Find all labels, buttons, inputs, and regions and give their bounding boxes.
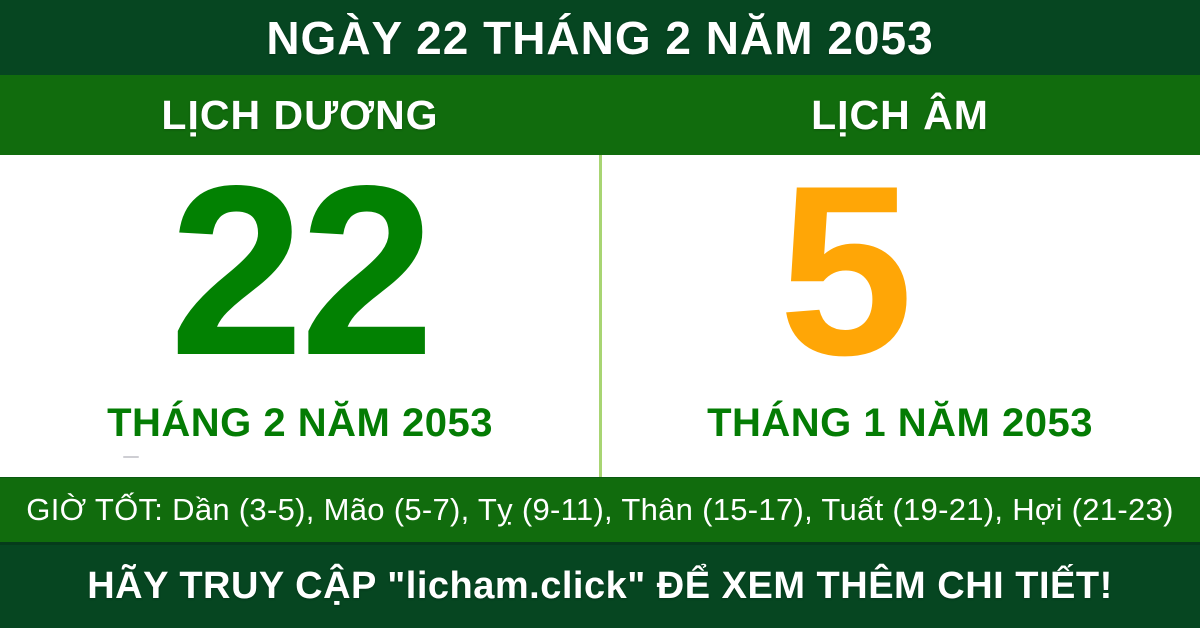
lunar-calendar-label: LỊCH ÂM (811, 91, 989, 138)
solar-calendar-label: LỊCH DƯƠNG (161, 91, 439, 138)
footer-bar: HÃY TRUY CẬP "licham.click" ĐỂ XEM THÊM … (0, 542, 1200, 628)
solar-label-cell: LỊCH DƯƠNG (0, 75, 600, 155)
lunar-panel: 5 THÁNG 1 NĂM 2053 (600, 150, 1200, 477)
calendar-type-bar: LỊCH DƯƠNG LỊCH ÂM (0, 75, 1200, 155)
solar-panel: 22 THÁNG 2 NĂM 2053 (0, 150, 600, 477)
page-title: NGÀY 22 THÁNG 2 NĂM 2053 (266, 11, 934, 64)
lunar-day-number: 5 (778, 136, 914, 406)
smudge-artifact (123, 456, 139, 458)
panel-divider (599, 155, 602, 477)
solar-month-year: THÁNG 2 NĂM 2053 (107, 401, 493, 445)
lunar-month-year: THÁNG 1 NĂM 2053 (707, 401, 1093, 445)
lunar-label-cell: LỊCH ÂM (600, 75, 1200, 155)
good-hours-text: GIỜ TỐT: Dần (3-5), Mão (5-7), Tỵ (9-11)… (26, 492, 1174, 527)
solar-day-number: 22 (169, 136, 434, 406)
header-bar: NGÀY 22 THÁNG 2 NĂM 2053 (0, 0, 1200, 75)
good-hours-bar: GIỜ TỐT: Dần (3-5), Mão (5-7), Tỵ (9-11)… (0, 477, 1200, 542)
footer-callout: HÃY TRUY CẬP "licham.click" ĐỂ XEM THÊM … (87, 565, 1113, 607)
day-panels: 22 THÁNG 2 NĂM 2053 5 THÁNG 1 NĂM 2053 (0, 150, 1200, 477)
